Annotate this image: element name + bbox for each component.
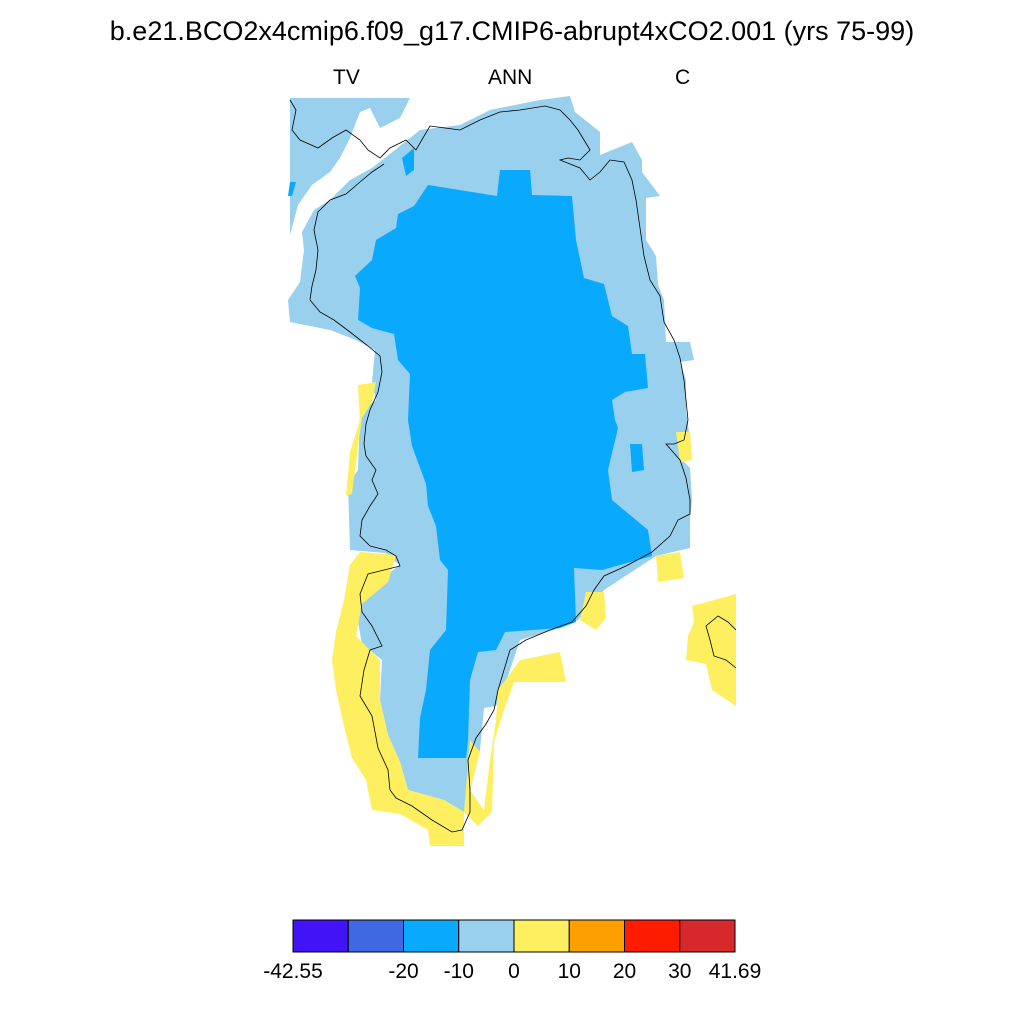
colorbar-label: -20 [388,960,419,983]
colorbar-label: 41.69 [708,960,762,983]
season-label: ANN [488,66,533,89]
colorbar-label: 10 [557,960,581,983]
variable-label: TV [333,66,360,89]
region-moderate-cooling-east [630,444,644,472]
region-moderate-cooling [355,170,652,758]
colorbar-label: 0 [508,960,520,983]
region-slight-warming-east-island [686,594,736,706]
colorbar-box-6 [624,919,681,953]
colorbar-box-3 [458,919,515,953]
coastline [289,99,691,833]
colorbar-box-2 [403,919,460,953]
colorbar-box-1 [347,919,404,953]
units-label: C [675,66,691,89]
coastline-east-island [705,615,737,669]
colorbar-label: 20 [612,960,637,983]
colorbar-label: -10 [443,960,474,983]
colorbar-box-7 [679,919,736,953]
figure-title: b.e21.BCO2x4cmip6.f09_g17.CMIP6-abrupt4x… [109,16,915,46]
colorbar-label: 30 [668,960,692,983]
colorbar-box-0 [292,919,349,953]
colorbar-box-4 [513,919,570,953]
colorbar-box-5 [568,919,625,953]
colorbar-label: -42.55 [263,960,323,983]
